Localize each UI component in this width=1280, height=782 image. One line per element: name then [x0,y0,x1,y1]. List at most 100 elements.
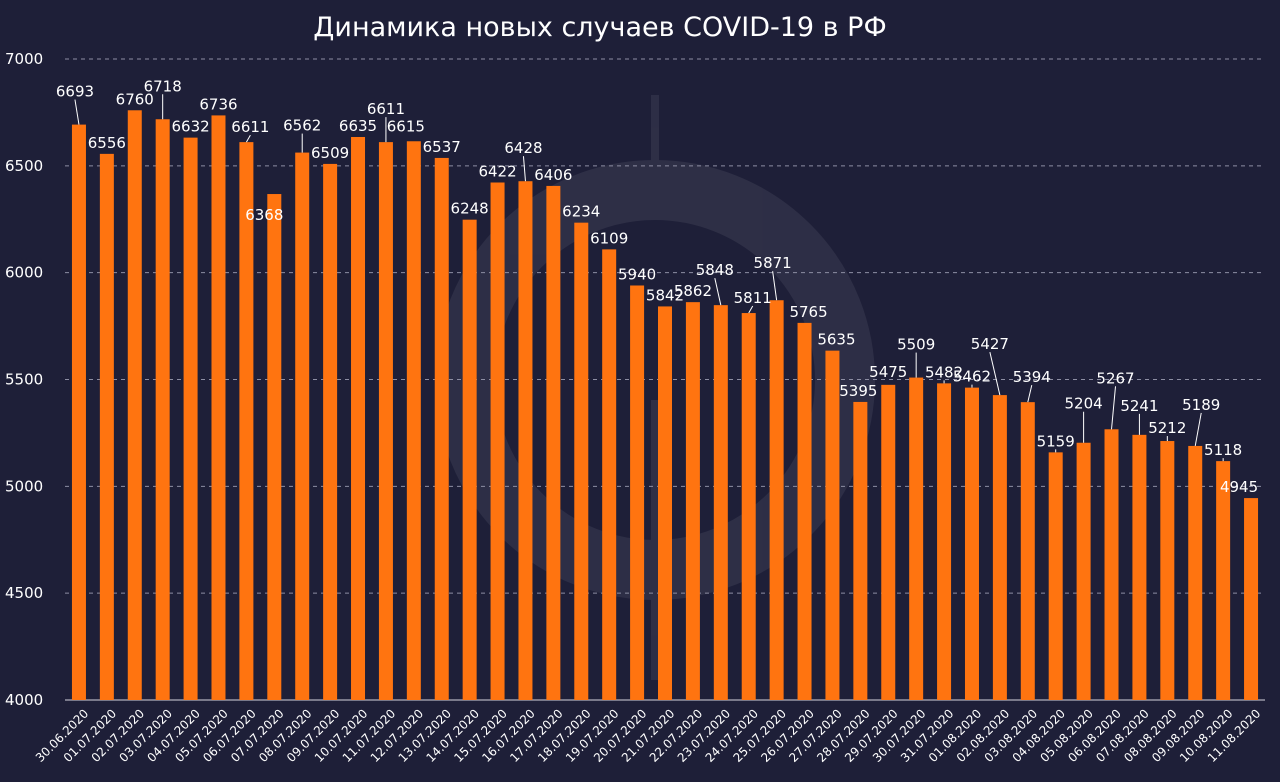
label-leader [772,271,778,301]
y-tick-label: 6000 [5,264,43,282]
x-axis-ticks: 30.06.202001.07.202002.07.202003.07.2020… [33,706,1264,764]
y-tick-label: 6500 [5,157,43,175]
y-tick-label: 7000 [5,50,43,68]
label-leader [748,305,754,314]
data-label: 6562 [283,117,321,135]
bar [741,313,756,700]
bar [434,157,449,700]
data-label: 5635 [817,331,855,349]
data-label: 5482 [925,363,963,381]
bar [71,124,86,701]
bar [769,300,784,700]
bar [1160,441,1175,700]
data-label: 5811 [734,289,772,307]
bar [825,350,840,700]
data-label: 5267 [1096,369,1134,387]
bar [295,152,310,700]
data-label: 6615 [387,117,425,135]
label-leader [1194,412,1202,447]
data-label: 5765 [789,303,827,321]
data-label: 6635 [339,117,377,135]
bar [211,115,226,700]
data-label: 6611 [367,100,405,118]
label-leader [989,351,1001,396]
label-leader [522,156,526,182]
data-label: 6736 [199,95,237,113]
data-label: 6537 [423,138,461,156]
chart-title: Динамика новых случаев COVID-19 в РФ [313,12,886,43]
data-label: 4945 [1220,478,1258,496]
data-label: 6509 [311,144,349,162]
bar [937,383,952,700]
bar [1132,434,1147,700]
bar [602,249,617,700]
label-leader [1111,386,1117,430]
data-label: 6109 [590,229,628,247]
bars [71,110,1259,701]
bar [183,137,198,700]
data-label: 6406 [534,166,572,184]
data-label: 6428 [504,139,542,157]
data-label: 5427 [971,335,1009,353]
bar [406,141,421,701]
bar [574,222,589,700]
y-tick-label: 5000 [5,477,43,495]
data-label: 5189 [1182,396,1220,414]
bar [546,185,561,701]
data-label: 6632 [171,118,209,136]
y-tick-label: 4000 [5,691,43,709]
data-label: 5509 [897,336,935,354]
bar [630,285,645,700]
bar [658,306,672,700]
data-label: 6248 [451,200,489,218]
data-label: 5842 [646,286,684,304]
bar [685,302,700,700]
data-label: 5241 [1120,397,1158,415]
bar [1104,429,1119,700]
data-label: 5462 [953,368,991,386]
bar [267,194,282,700]
data-label: 5118 [1204,441,1242,459]
y-tick-label: 4500 [5,584,43,602]
data-label: 5159 [1037,432,1075,450]
bar [1216,461,1231,700]
bar [1244,498,1259,700]
data-label: 5204 [1065,395,1103,413]
bar [99,153,114,701]
bar [881,384,896,700]
bar [1048,452,1063,700]
bar [155,119,170,700]
data-label: 5940 [618,265,656,283]
data-label: 6693 [56,83,94,101]
data-label: 5848 [696,261,734,279]
data-label: 5475 [869,363,907,381]
data-label: 6556 [88,134,126,152]
data-label: 6422 [478,162,516,180]
data-label: 5394 [1013,368,1051,386]
bar [797,322,812,700]
label-leader [74,99,80,125]
data-label: 6611 [231,118,269,136]
data-label: 6368 [245,206,283,224]
bar [239,142,254,700]
bar [713,305,728,700]
label-leader [1027,385,1033,403]
bar [351,136,366,700]
bar [462,219,477,700]
bar [518,181,533,700]
label-leaders [74,94,1224,462]
data-label: 5212 [1148,419,1186,437]
bar [992,395,1007,700]
bar [490,182,505,700]
bar [1188,445,1203,700]
bar [1076,442,1091,700]
label-leader [714,278,722,306]
data-label: 5871 [754,254,792,272]
bar [127,110,142,700]
data-label: 6718 [144,77,182,95]
data-label: 6234 [562,203,600,221]
bar [853,401,868,700]
y-tick-label: 5500 [5,371,43,389]
